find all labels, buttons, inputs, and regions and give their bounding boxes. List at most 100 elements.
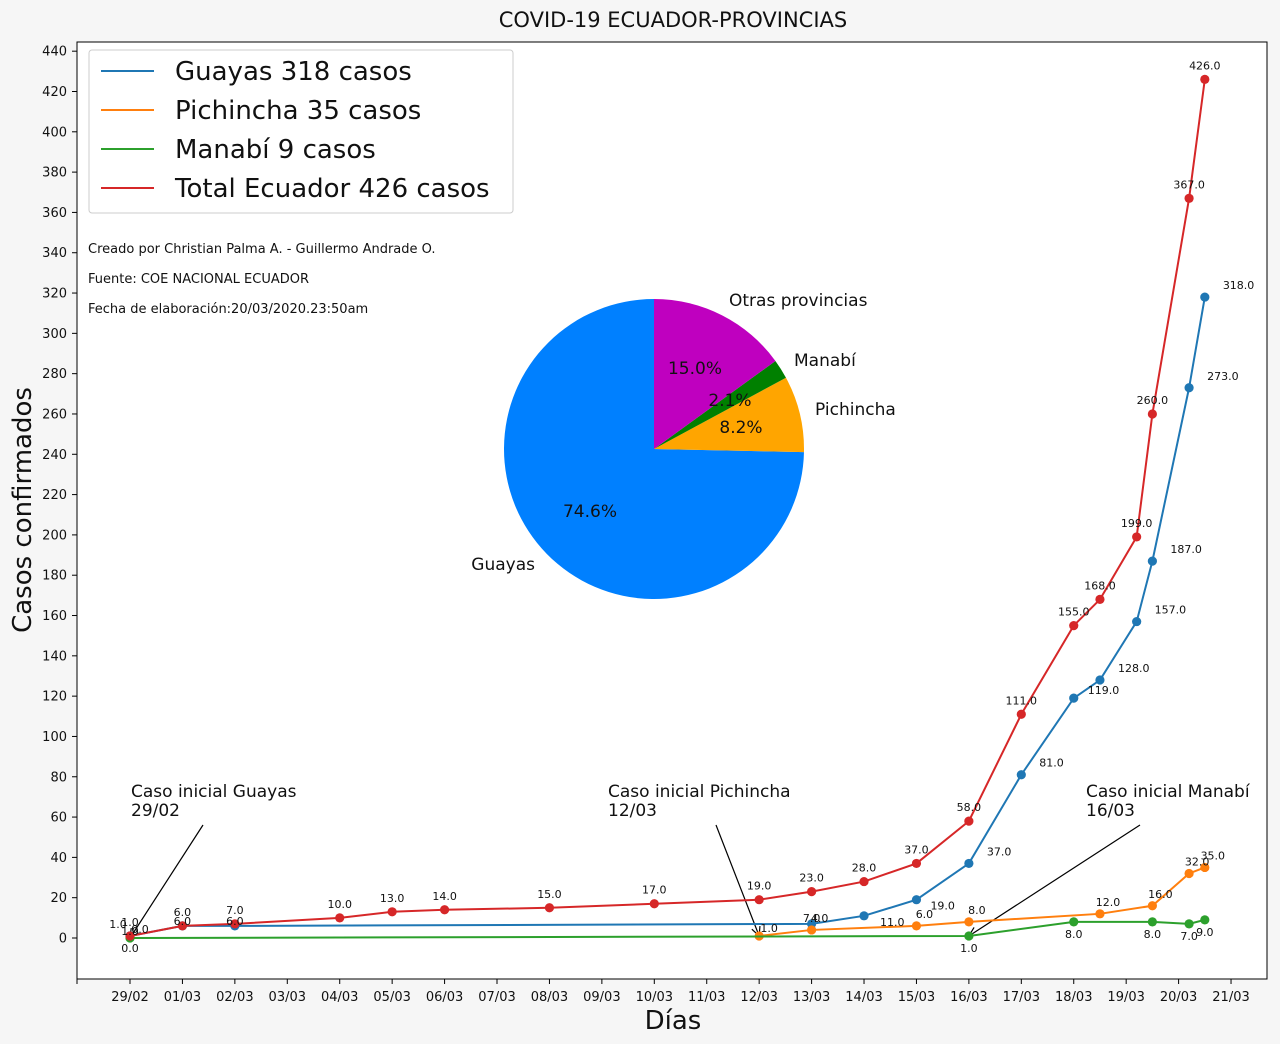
value-label: 6.0	[174, 915, 192, 928]
series-layer: 1.06.0 6.0 7.0 11.019.037.081.0119.0128.015…	[109, 59, 1254, 955]
y-tick-label: 400	[42, 125, 67, 140]
data-point	[1184, 193, 1194, 203]
data-point	[964, 858, 974, 869]
data-point	[859, 911, 869, 921]
value-label: 367.0	[1173, 178, 1205, 191]
legend-entry: Guayas 318 casos	[175, 57, 412, 87]
data-point	[1069, 917, 1079, 927]
data-point	[964, 917, 974, 927]
x-tick-label: 09/03	[583, 990, 620, 1005]
annotation-text: 29/02	[131, 801, 180, 821]
y-tick-label: 320	[42, 287, 67, 302]
value-label: 9.0	[1196, 926, 1214, 939]
x-tick-label: 02/03	[216, 990, 253, 1005]
data-point	[1147, 556, 1157, 566]
value-label: 8.0	[968, 904, 986, 917]
data-point	[1132, 616, 1142, 627]
value-label: 1.0	[760, 922, 778, 935]
pie-label: Guayas	[471, 555, 535, 575]
data-point	[911, 895, 922, 905]
series-3	[125, 74, 1210, 941]
data-point	[1095, 594, 1105, 604]
x-tick-label: 18/03	[1055, 990, 1092, 1005]
data-point	[1200, 292, 1210, 302]
value-label: 1.0	[960, 942, 978, 955]
value-label: 37.0	[987, 845, 1012, 858]
x-tick-label: 14/03	[845, 990, 882, 1005]
pie-percent-label: 2.1%	[708, 391, 751, 411]
value-label: 8.0	[1065, 928, 1083, 941]
value-label: 111.0	[1006, 694, 1038, 707]
x-tick-label: 08/03	[531, 990, 568, 1005]
data-point	[1184, 919, 1194, 929]
series-2	[125, 915, 1210, 943]
data-point	[806, 925, 817, 935]
data-point	[1016, 770, 1026, 780]
value-label: 119.0	[1088, 684, 1120, 697]
pie-label: Pichincha	[815, 400, 896, 420]
x-tick-label: 05/03	[373, 990, 410, 1005]
data-point	[1184, 868, 1194, 879]
y-tick-label: 340	[42, 246, 67, 261]
value-label: 23.0	[799, 872, 824, 885]
note-source: Fuente: COE NACIONAL ECUADOR	[88, 272, 309, 287]
data-point	[806, 887, 817, 897]
y-axis-label: Casos confirmados	[8, 387, 38, 633]
legend-entry: Total Ecuador 426 casos	[174, 174, 490, 204]
data-point	[387, 907, 397, 917]
chart-title: COVID-19 ECUADOR-PROVINCIAS	[499, 8, 847, 32]
annotation-arrow	[968, 824, 1141, 937]
data-point	[1184, 383, 1194, 393]
y-tick-label: 240	[42, 448, 67, 463]
data-point	[1200, 862, 1210, 873]
x-tick-label: 29/02	[111, 990, 148, 1005]
value-label: 35.0	[1201, 849, 1226, 862]
x-tick-label: 07/03	[478, 990, 515, 1005]
value-label: 11.0	[880, 916, 905, 929]
note-author: Creado por Christian Palma A. - Guillerm…	[88, 242, 436, 257]
legend-entry: Pichincha 35 casos	[175, 96, 421, 126]
data-point	[911, 921, 922, 931]
value-label: 6.0	[916, 908, 934, 921]
pie-slice-otras-provincias	[654, 299, 776, 449]
x-axis: 29/02 01/03 02/03 03/03 04/03 05/03 06/03 07/03…	[76, 979, 1250, 1005]
annotation-arrow	[129, 824, 204, 939]
y-tick-label: 100	[42, 730, 67, 745]
pie-slice-guayas	[503, 299, 804, 599]
data-point	[911, 858, 922, 869]
x-tick-label: 17/03	[1003, 990, 1040, 1005]
value-label: 318.0	[1223, 279, 1255, 292]
value-label: 32.0	[1185, 856, 1210, 869]
x-tick-label: 10/03	[636, 990, 673, 1005]
pie-slice-manab-	[654, 360, 786, 449]
extra-labels: 1.0 0.0	[109, 918, 149, 936]
x-tick-label: 11/03	[688, 990, 725, 1005]
data-point	[1016, 709, 1026, 719]
value-label: 8.0	[1144, 928, 1162, 941]
pie-label: Manabí	[794, 351, 857, 371]
value-label: 16.0	[1148, 888, 1173, 901]
data-point	[1147, 917, 1157, 927]
data-point	[964, 931, 974, 941]
y-tick-label: 180	[42, 569, 67, 584]
value-label: 187.0	[1170, 543, 1202, 556]
value-label: 28.0	[852, 862, 877, 875]
x-tick-label: 03/03	[269, 990, 306, 1005]
value-label: 1.0	[121, 916, 139, 929]
data-point	[544, 903, 555, 913]
x-tick-label: 12/03	[740, 990, 777, 1005]
data-point	[177, 921, 188, 931]
annotation-text: Caso inicial Guayas	[131, 782, 297, 802]
y-tick-label: 280	[42, 367, 67, 382]
x-axis-label: Días	[645, 1006, 702, 1036]
series-line	[129, 296, 1206, 937]
y-tick-label: 200	[42, 528, 67, 543]
value-label: 10.0	[327, 898, 352, 911]
pie-percent-label: 15.0%	[668, 359, 722, 379]
value-label: 1.0	[121, 925, 139, 938]
value-label: 260.0	[1137, 394, 1169, 407]
data-point	[754, 895, 764, 905]
data-point	[1069, 620, 1079, 631]
series-1	[754, 862, 1210, 941]
